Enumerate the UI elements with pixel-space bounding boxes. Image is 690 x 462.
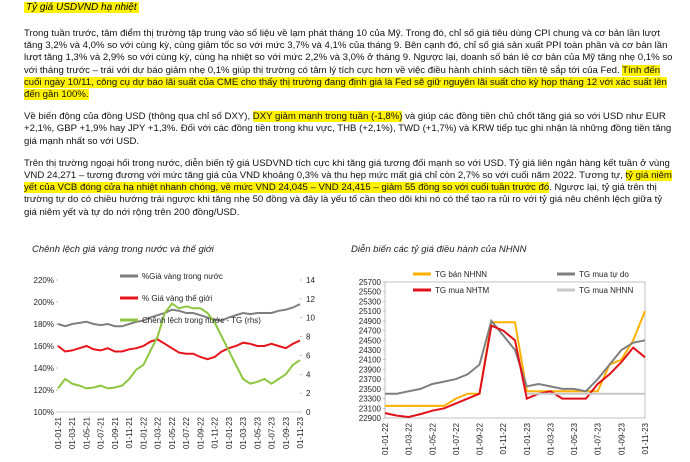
text-run: . Ngược lại, tỷ giá trên thị trường tự d… [24, 182, 663, 218]
x-tick-label: 01-05-21 [82, 416, 91, 449]
x-tick-label: 01-01-21 [54, 416, 63, 449]
highlighted-text: DXY giảm mạnh trong tuần (-1,8%) [252, 111, 403, 123]
y-tick-label: 180% [34, 320, 54, 329]
y-tick-label: 23700 [359, 375, 382, 384]
x-tick-label: 01-03-23 [546, 422, 555, 455]
x-tick-label: 01-01-22 [381, 422, 390, 455]
series-line [57, 338, 301, 361]
legend-label: %Giá vàng trong nước [142, 272, 223, 281]
x-tick-label: 01-03-21 [68, 416, 77, 449]
x-tick-label: 01-03-22 [154, 416, 163, 449]
legend-label: TG mua tự do [579, 270, 629, 279]
legend-label: Chênh lệch trong nước - TG (rhs) [142, 316, 261, 325]
legend-label: % Giá vàng thế giới [142, 294, 212, 303]
section-title: Tỷ giá USDVND hạ nhiệt [24, 2, 139, 13]
x-tick-label: 01-07-23 [268, 416, 277, 449]
y-tick-label: 24700 [359, 327, 382, 336]
chart-title: Chênh lệch giá vàng trong nước và thế gi… [32, 244, 215, 255]
y-tick-label: 140% [34, 364, 54, 373]
y-tick-label: 24900 [359, 317, 382, 326]
y-tick-label: 23500 [359, 385, 382, 394]
x-tick-label: 01-05-23 [570, 422, 579, 455]
y-tick-label: 23900 [359, 365, 382, 374]
x-tick-label: 01-11-22 [499, 422, 508, 454]
y-tick-label: 160% [34, 342, 54, 351]
text-run: và giúp các đồng tiền chủ chốt tăng giá … [24, 111, 672, 147]
y2-tick-label: 14 [306, 276, 315, 285]
series-line [385, 310, 646, 407]
x-tick-label: 01-09-22 [476, 422, 485, 455]
series-line [385, 318, 646, 395]
y2-tick-label: 0 [306, 408, 311, 417]
y2-tick-label: 6 [306, 351, 311, 360]
x-tick-label: 01-09-22 [196, 416, 205, 449]
legend-label: TG mua NHNN [579, 286, 633, 295]
x-tick-label: 01-01-22 [139, 416, 148, 449]
paragraph: Trong tuần trước, tâm điểm thị trường tậ… [24, 28, 674, 101]
series-line [384, 324, 646, 419]
x-tick-label: 01-11-23 [641, 422, 650, 454]
y-tick-label: 100% [34, 408, 54, 417]
paragraph: Về biến động của đồng USD (thông qua chỉ… [24, 111, 674, 148]
y2-tick-label: 10 [306, 314, 315, 323]
body-text: Trong tuần trước, tâm điểm thị trường tậ… [24, 28, 674, 229]
x-tick-label: 01-11-23 [296, 416, 305, 448]
x-tick-label: 01-01-23 [225, 416, 234, 449]
x-tick-label: 01-03-23 [239, 416, 248, 449]
y2-tick-label: 2 [306, 389, 311, 398]
y-tick-label: 23100 [359, 404, 382, 413]
x-tick-label: 01-09-23 [617, 422, 626, 455]
x-tick-label: 01-07-21 [97, 416, 106, 449]
y-tick-label: 200% [34, 298, 54, 307]
y-tick-label: 24100 [359, 356, 382, 365]
text-run: Trong tuần trước, tâm điểm thị trường tậ… [24, 28, 673, 76]
legend-label: TG bán NHNN [435, 270, 487, 279]
x-tick-label: 01-05-22 [428, 422, 437, 455]
y2-tick-label: 4 [306, 370, 311, 379]
legend-label: TG mua NHTM [435, 286, 490, 295]
x-tick-label: 01-03-22 [405, 422, 414, 455]
x-tick-label: 01-07-22 [452, 422, 461, 455]
x-tick-label: 01-09-23 [282, 416, 291, 449]
y-tick-label: 25100 [359, 307, 382, 316]
x-tick-label: 01-09-21 [111, 416, 120, 449]
series-line [57, 303, 301, 328]
series-line [57, 302, 301, 390]
y-tick-label: 25700 [359, 278, 382, 287]
text-run: Trên thị trường ngoại hối trong nước, di… [24, 157, 670, 182]
x-tick-label: 01-05-22 [168, 416, 177, 449]
x-tick-label: 01-05-23 [253, 416, 262, 449]
y-tick-label: 220% [34, 276, 54, 285]
text-run: Về biến động của đồng USD (thông qua chỉ… [24, 111, 253, 123]
chart: Chênh lệch giá vàng trong nước và thế gi… [32, 244, 315, 449]
paragraph: Trên thị trường ngoại hối trong nước, di… [24, 158, 674, 219]
chart-title: Diễn biến các tỷ giá điều hành của NHNN [351, 244, 526, 255]
y-tick-label: 25300 [359, 297, 382, 306]
y-tick-label: 22900 [359, 414, 382, 423]
x-tick-label: 01-11-21 [125, 416, 134, 448]
x-tick-label: 01-01-23 [523, 422, 532, 455]
y-tick-label: 25500 [359, 288, 382, 297]
y-tick-label: 120% [34, 386, 54, 395]
x-tick-label: 01-07-22 [182, 416, 191, 449]
y2-tick-label: 12 [306, 295, 315, 304]
y2-tick-label: 8 [306, 333, 311, 342]
y-tick-label: 23300 [359, 395, 382, 404]
x-tick-label: 01-07-23 [594, 422, 603, 455]
y-tick-label: 24500 [359, 336, 382, 345]
y-tick-label: 24300 [359, 346, 382, 355]
chart: Diễn biến các tỷ giá điều hành của NHNN 2… [351, 244, 650, 455]
x-tick-label: 01-11-22 [211, 416, 220, 448]
